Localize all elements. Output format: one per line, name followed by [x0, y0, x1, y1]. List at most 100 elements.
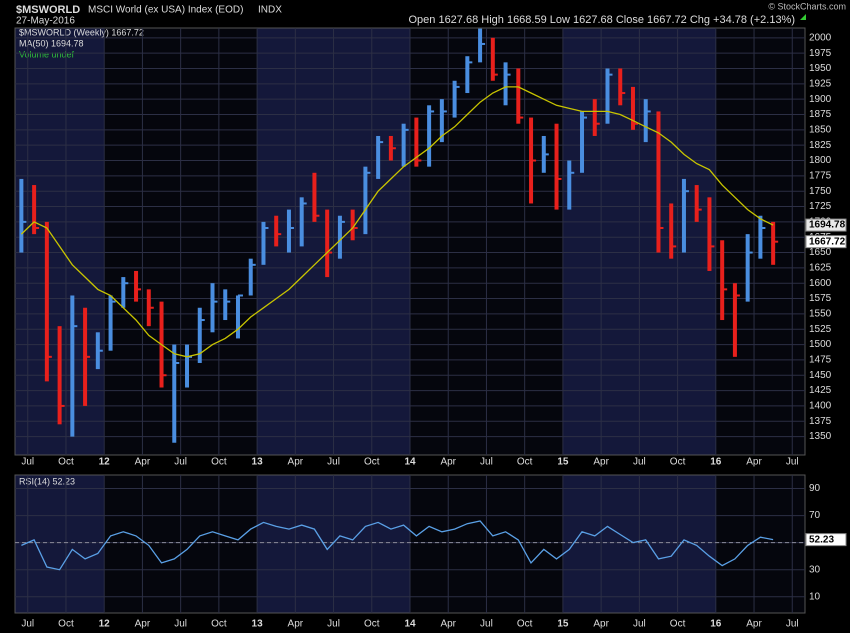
x-tick-label: 15	[557, 457, 569, 468]
price-bar	[185, 344, 190, 388]
x-tick-label: Oct	[670, 619, 686, 630]
y-tick-label: 1650	[809, 247, 832, 258]
price-bar	[210, 283, 215, 333]
y-tick-label: 70	[809, 510, 821, 521]
price-bar	[286, 209, 291, 253]
legend-ma: MA(50) 1694.78	[19, 38, 84, 48]
price-bar	[32, 185, 37, 235]
price-bar	[758, 215, 763, 259]
x-tick-label: Oct	[58, 457, 74, 468]
price-bar	[592, 99, 597, 136]
price-bar	[771, 221, 776, 265]
x-tick-label: Jul	[480, 619, 493, 630]
rsi-title: RSI(14) 52.23	[19, 476, 75, 486]
y-tick-label: 1425	[809, 385, 832, 396]
price-bar	[490, 37, 495, 81]
y-tick-label: 90	[809, 483, 821, 494]
price-bar	[235, 295, 240, 339]
price-bar	[401, 123, 406, 167]
legend-volume: Volume undef	[19, 49, 75, 59]
x-tick-label: Jul	[174, 619, 187, 630]
y-tick-label: 1950	[809, 63, 832, 74]
price-bar	[439, 99, 444, 143]
price-bar	[44, 221, 49, 382]
y-tick-label: 1350	[809, 431, 832, 442]
legend-price: $MSWORLD (Weekly) 1667.72	[19, 27, 144, 37]
price-bar	[669, 203, 674, 259]
y-tick-label: 10	[809, 591, 821, 602]
year-band	[15, 475, 105, 613]
x-tick-label: 13	[252, 457, 264, 468]
price-bar	[363, 166, 368, 235]
y-tick-label: 1400	[809, 401, 832, 412]
credit: © StockCharts.com	[768, 1, 846, 11]
x-tick-label: 16	[710, 457, 722, 468]
price-bar	[427, 105, 432, 167]
x-tick-label: Jul	[633, 619, 646, 630]
price-bar	[70, 295, 75, 437]
x-tick-label: 12	[99, 457, 111, 468]
x-tick-label: Oct	[364, 619, 380, 630]
x-tick-label: Apr	[288, 457, 304, 468]
y-tick-label: 1825	[809, 140, 832, 151]
price-bar	[325, 209, 330, 278]
x-tick-label: Apr	[440, 619, 456, 630]
x-tick-label: Jul	[327, 457, 340, 468]
price-bar	[656, 111, 661, 253]
y-tick-label: 1750	[809, 186, 832, 197]
y-tick-label: 1550	[809, 309, 832, 320]
price-bar	[478, 28, 483, 63]
y-tick-label: 1500	[809, 339, 832, 350]
date: 27-May-2016	[16, 16, 75, 27]
price-bar	[745, 234, 750, 302]
x-tick-label: 14	[404, 619, 416, 630]
price-bar	[108, 295, 113, 351]
x-tick-label: 14	[404, 457, 416, 468]
value-tag	[805, 533, 847, 547]
price-bar	[503, 62, 508, 106]
exchange: INDX	[258, 5, 282, 16]
x-tick-label: Oct	[670, 457, 686, 468]
price-bar	[19, 178, 24, 253]
y-tick-label: 1875	[809, 109, 832, 120]
plot-layer: 1350 1375 1400 1425 1450 1475 1500 1525 1550 1575…	[15, 28, 847, 630]
x-tick-label: Apr	[593, 457, 609, 468]
x-tick-label: Oct	[364, 457, 380, 468]
y-tick-label: 1600	[809, 278, 832, 289]
value-tag-label: 52.23	[809, 534, 834, 545]
x-tick-label: 12	[99, 619, 111, 630]
y-tick-label: 1975	[809, 48, 832, 59]
x-tick-label: Apr	[746, 457, 762, 468]
x-tick-label: Jul	[786, 619, 799, 630]
x-tick-label: Jul	[480, 457, 493, 468]
price-bar	[312, 172, 317, 222]
value-tag	[805, 235, 847, 249]
price-bar	[452, 80, 457, 118]
y-tick-label: 1775	[809, 170, 832, 181]
y-tick-label: 1850	[809, 124, 832, 135]
x-tick-label: 15	[557, 619, 569, 630]
y-tick-label: 1575	[809, 293, 832, 304]
price-bar	[681, 178, 686, 253]
y-tick-label: 1525	[809, 324, 832, 335]
x-tick-label: 13	[252, 619, 264, 630]
y-tick-label: 1800	[809, 155, 832, 166]
price-bar	[567, 160, 572, 210]
price-bar	[732, 283, 737, 357]
value-tag-label: 1667.72	[809, 236, 846, 247]
price-bar	[57, 326, 62, 425]
up-arrow	[800, 14, 806, 20]
x-tick-label: Jul	[174, 457, 187, 468]
price-bar	[554, 123, 559, 210]
x-tick-label: Jul	[327, 619, 340, 630]
price-bar	[223, 289, 228, 321]
y-tick-label: 2000	[809, 32, 832, 43]
x-tick-label: Jul	[633, 457, 646, 468]
price-bar	[618, 68, 623, 106]
x-tick-label: Apr	[746, 619, 762, 630]
price-bar	[197, 307, 202, 363]
y-tick-label: 1625	[809, 263, 832, 274]
price-bar	[720, 240, 725, 321]
x-tick-label: Apr	[440, 457, 456, 468]
